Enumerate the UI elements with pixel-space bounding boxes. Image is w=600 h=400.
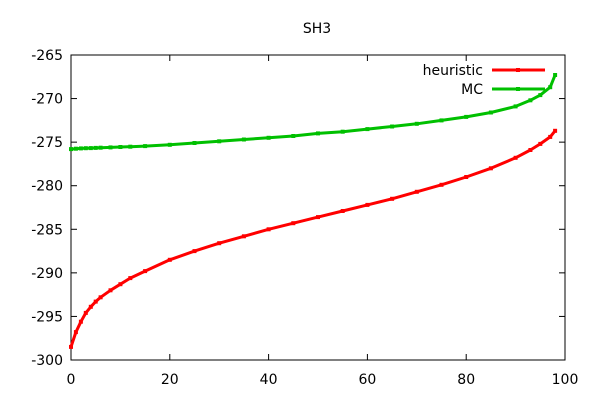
data-point-heuristic — [464, 175, 469, 179]
data-point-mc — [553, 73, 558, 77]
data-point-mc — [528, 98, 533, 103]
data-point-heuristic — [291, 221, 296, 226]
data-point-heuristic — [69, 344, 73, 349]
data-point-heuristic — [390, 196, 395, 201]
data-point-mc — [414, 121, 419, 126]
data-point-mc — [390, 124, 395, 129]
data-point-mc — [143, 144, 148, 149]
data-point-mc — [266, 135, 271, 140]
data-point-heuristic — [73, 330, 78, 335]
y-tick-label: -270 — [31, 92, 63, 108]
legend-marker — [516, 87, 520, 91]
data-point-heuristic — [365, 202, 370, 207]
data-point-mc — [128, 144, 133, 149]
data-point-mc — [488, 110, 493, 115]
data-point-mc — [217, 139, 222, 144]
data-point-heuristic — [128, 276, 133, 281]
data-point-mc — [316, 131, 320, 136]
data-point-mc — [88, 146, 93, 151]
data-point-mc — [108, 145, 113, 150]
data-point-mc — [78, 146, 83, 151]
y-axis: -300 -295 -290 -285 -280 -275 -270 -265 — [31, 48, 565, 369]
y-tick-label: -285 — [31, 222, 63, 238]
data-point-mc — [167, 142, 172, 147]
series-line-heuristic — [69, 129, 557, 348]
data-point-heuristic — [118, 282, 123, 287]
legend-label: MC — [461, 82, 483, 98]
data-point-heuristic — [167, 257, 172, 262]
data-point-mc — [69, 147, 73, 152]
data-point-mc — [513, 104, 518, 109]
data-point-heuristic — [108, 288, 113, 293]
x-axis: 0 20 40 60 80 100 — [67, 55, 579, 388]
legend: heuristic MC — [423, 63, 545, 98]
data-point-heuristic — [192, 249, 197, 254]
data-point-mc — [340, 129, 345, 134]
series-layer — [69, 73, 558, 349]
data-point-mc — [464, 114, 469, 119]
data-point-mc — [241, 137, 246, 142]
data-point-heuristic — [513, 155, 518, 160]
data-point-heuristic — [98, 295, 103, 300]
legend-label: heuristic — [423, 63, 483, 79]
data-point-heuristic — [528, 148, 533, 152]
data-point-heuristic — [439, 182, 444, 187]
data-point-mc — [83, 146, 88, 151]
x-tick-label: 0 — [67, 372, 76, 388]
data-point-mc — [291, 134, 296, 138]
data-point-heuristic — [217, 241, 222, 246]
y-tick-label: -295 — [31, 309, 63, 325]
plot-area — [70, 54, 566, 361]
data-point-heuristic — [414, 189, 419, 194]
x-tick-label: 60 — [358, 372, 376, 388]
y-tick-label: -290 — [31, 266, 63, 282]
data-point-mc — [192, 141, 197, 145]
data-point-heuristic — [266, 227, 271, 232]
legend-marker — [516, 68, 520, 72]
data-point-mc — [93, 145, 98, 150]
y-tick-label: -265 — [31, 48, 63, 64]
x-tick-label: 80 — [457, 372, 475, 388]
data-point-heuristic — [88, 304, 93, 309]
data-point-mc — [365, 127, 370, 132]
data-point-heuristic — [488, 166, 493, 171]
y-tick-label: -280 — [31, 179, 63, 195]
x-tick-label: 40 — [260, 372, 278, 388]
data-point-mc — [73, 146, 78, 151]
data-point-mc — [98, 145, 103, 150]
data-point-mc — [439, 118, 444, 123]
data-point-heuristic — [553, 128, 558, 133]
data-point-heuristic — [538, 141, 543, 146]
data-point-heuristic — [143, 269, 148, 274]
data-point-mc — [548, 85, 553, 90]
data-point-mc — [538, 93, 543, 98]
data-point-heuristic — [241, 234, 246, 239]
x-tick-label: 20 — [161, 372, 179, 388]
x-tick-label: 100 — [552, 372, 579, 388]
data-point-mc — [118, 145, 123, 149]
data-point-heuristic — [340, 209, 345, 213]
y-tick-label: -300 — [31, 353, 63, 369]
chart-title: SH3 — [303, 21, 331, 37]
data-point-heuristic — [83, 310, 88, 315]
data-point-heuristic — [316, 215, 320, 220]
data-point-heuristic — [93, 299, 98, 304]
data-point-heuristic — [78, 319, 83, 324]
data-point-heuristic — [548, 134, 553, 139]
y-tick-label: -275 — [31, 135, 63, 151]
